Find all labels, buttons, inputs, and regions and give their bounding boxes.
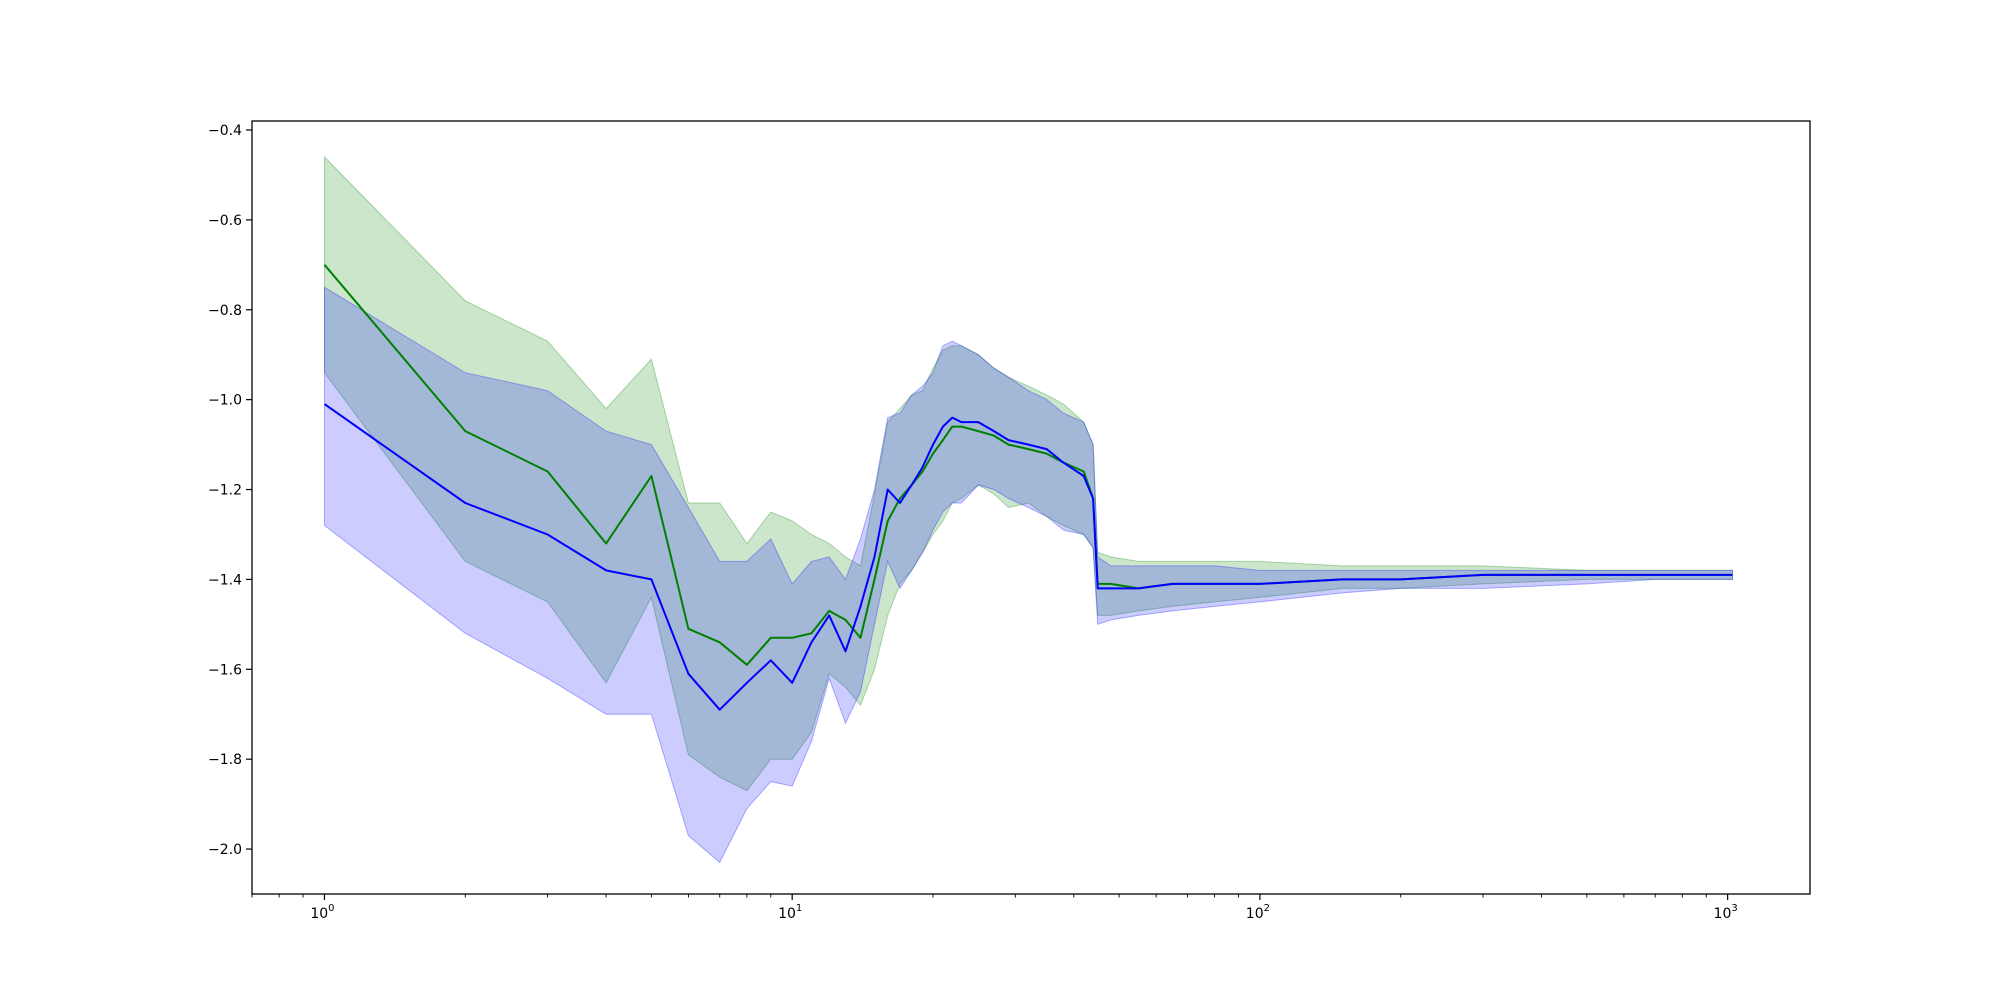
x-tick-exponent: 3 bbox=[1731, 903, 1737, 914]
x-tick-label: 103 bbox=[1714, 903, 1738, 922]
series-1-band bbox=[324, 286, 1733, 864]
x-tick-base: 10 bbox=[1714, 906, 1732, 922]
x-tick-label: 101 bbox=[778, 903, 802, 922]
x-tick-label: 102 bbox=[1246, 903, 1270, 922]
x-tick-label: 100 bbox=[310, 903, 334, 922]
x-axis: 100 101 102 103 bbox=[251, 894, 1738, 922]
y-axis: −0.4 −0.6 −0.8 −1.0 −1.2 −1.4 −1.6 −1.8 −2.0 bbox=[208, 123, 252, 858]
y-tick-label: −0.6 bbox=[208, 213, 242, 229]
series-1-line bbox=[323, 403, 1733, 711]
y-tick-label: −0.8 bbox=[208, 303, 242, 319]
y-tick-label: −2.0 bbox=[208, 842, 242, 858]
y-tick-label: −1.6 bbox=[208, 662, 242, 678]
x-tick-exponent: 1 bbox=[796, 903, 802, 914]
x-tick-base: 10 bbox=[310, 906, 328, 922]
axes-frame bbox=[251, 120, 1811, 895]
y-tick-label: −1.0 bbox=[208, 393, 242, 409]
x-tick-exponent: 0 bbox=[328, 903, 334, 914]
y-tick-label: −1.4 bbox=[208, 572, 242, 588]
x-tick-base: 10 bbox=[1246, 906, 1264, 922]
x-tick-base: 10 bbox=[778, 906, 796, 922]
plot-area bbox=[323, 155, 1733, 864]
y-tick-label: −1.2 bbox=[208, 483, 242, 499]
y-tick-label: −1.8 bbox=[208, 752, 242, 768]
x-tick-exponent: 2 bbox=[1264, 903, 1270, 914]
series-0-band bbox=[324, 155, 1733, 792]
y-tick-label: −0.4 bbox=[208, 123, 242, 139]
